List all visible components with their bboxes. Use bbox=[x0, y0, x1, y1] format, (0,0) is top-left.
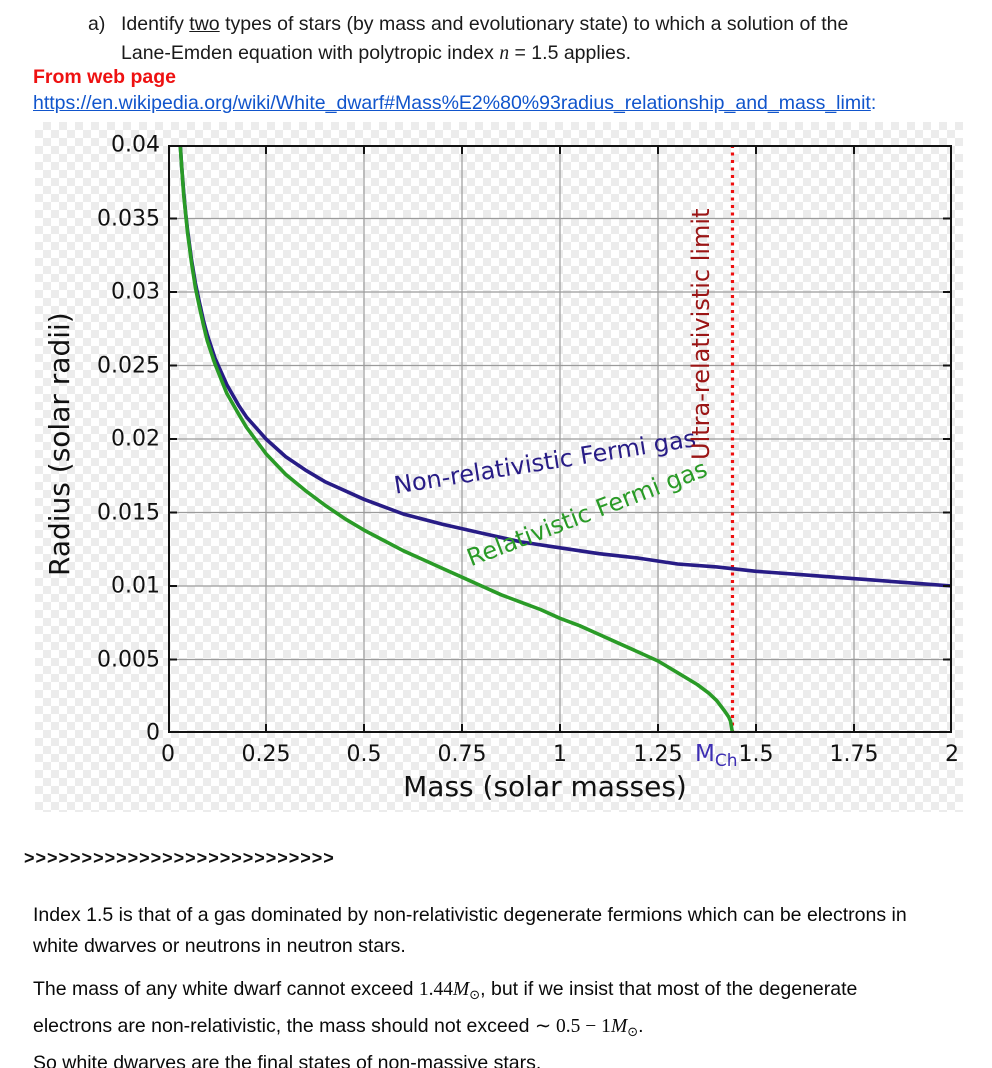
math-value: 1.44 bbox=[418, 979, 453, 1000]
mch-main: M bbox=[695, 741, 715, 767]
x-tick-label: 0.5 bbox=[346, 742, 382, 767]
y-tick-label: 0 bbox=[146, 720, 160, 746]
question-text-part: Identify bbox=[121, 13, 190, 35]
x-tick-label: 0 bbox=[161, 742, 175, 767]
polytropic-index-symbol: n bbox=[499, 43, 510, 64]
question-text-part: = 1.5 applies. bbox=[509, 42, 632, 64]
paragraph-text-part: , but if we insist that most of the dege… bbox=[480, 978, 858, 1000]
y-tick-label: 0.005 bbox=[97, 647, 160, 672]
solar-mass-symbol: M⊙ bbox=[453, 978, 481, 1003]
question-text: Identify two types of stars (by mass and… bbox=[121, 10, 848, 68]
x-tick-label: 1.75 bbox=[829, 742, 879, 767]
y-tick-label: 0.04 bbox=[111, 132, 160, 158]
paragraph-line: So white dwarves are the final states of… bbox=[33, 1052, 542, 1068]
x-tick-label: 2 bbox=[945, 742, 959, 767]
question-line-1: Identify two types of stars (by mass and… bbox=[121, 10, 848, 39]
paragraph-line: The mass of any white dwarf cannot excee… bbox=[33, 974, 857, 1011]
ultra-relativistic-limit-label: Ultra-relativistic limit bbox=[687, 208, 715, 460]
paragraph-line: white dwarves or neutrons in neutron sta… bbox=[33, 935, 406, 957]
x-tick-label: 0.75 bbox=[437, 742, 487, 767]
from-web-page-label: From web page bbox=[33, 66, 177, 88]
y-tick-label: 0.01 bbox=[111, 573, 160, 599]
mch-subscript: Ch bbox=[714, 751, 738, 771]
separator-arrows: >>>>>>>>>>>>>>>>>>>>>>>>>>> bbox=[24, 848, 335, 868]
chandrasekhar-mass-label: MCh bbox=[695, 741, 738, 771]
y-tick-label: 0.015 bbox=[97, 500, 160, 525]
plot-area bbox=[168, 145, 952, 733]
mass-radius-chart: 0 0.005 0.01 0.015 0.02 0.025 0.03 0.035 0.04 0 0… bbox=[35, 122, 963, 812]
mass-symbol: M bbox=[453, 979, 470, 1000]
question-text-part: Lane-Emden equation with polytropic inde… bbox=[121, 42, 500, 64]
wikipedia-link[interactable]: https://en.wikipedia.org/wiki/White_dwar… bbox=[33, 92, 871, 114]
x-tick-label: 1.5 bbox=[738, 742, 774, 767]
paragraph-line: electrons are non-relativistic, the mass… bbox=[33, 1011, 857, 1048]
solar-mass-symbol: M⊙ bbox=[610, 1015, 639, 1040]
paragraph-text-part: electrons are non-relativistic, the mass… bbox=[33, 1015, 535, 1037]
underlined-word-two: two bbox=[189, 13, 220, 35]
y-tick-label: 0.025 bbox=[97, 353, 160, 378]
link-line: https://en.wikipedia.org/wiki/White_dwar… bbox=[33, 92, 876, 115]
question-block: a) Identify two types of stars (by mass … bbox=[88, 10, 848, 68]
y-tick-label: 0.02 bbox=[111, 426, 160, 452]
x-axis-title: Mass (solar masses) bbox=[403, 770, 687, 803]
sun-symbol: ⊙ bbox=[627, 1025, 639, 1040]
link-colon: : bbox=[870, 92, 877, 114]
sun-symbol: ⊙ bbox=[469, 988, 481, 1003]
y-axis-title: Radius (solar radii) bbox=[43, 312, 76, 576]
math-value: ∼ 0.5 − 1 bbox=[534, 1016, 611, 1037]
question-line-2: Lane-Emden equation with polytropic inde… bbox=[121, 39, 848, 68]
mass-symbol: M bbox=[610, 1016, 628, 1037]
paragraph-mass-limit: The mass of any white dwarf cannot excee… bbox=[33, 974, 857, 1068]
paragraph-text-part: . bbox=[638, 1015, 644, 1037]
y-tick-label: 0.03 bbox=[111, 279, 160, 305]
x-tick-label: 0.25 bbox=[241, 742, 291, 767]
paragraph-text-part: The mass of any white dwarf cannot excee… bbox=[33, 978, 419, 1000]
y-tick-label: 0.035 bbox=[97, 206, 160, 231]
paragraph-line: Index 1.5 is that of a gas dominated by … bbox=[33, 904, 907, 926]
question-text-part: types of stars (by mass and evolutionary… bbox=[219, 13, 849, 35]
x-tick-label: 1.25 bbox=[633, 742, 683, 767]
paragraph-index-15: Index 1.5 is that of a gas dominated by … bbox=[33, 900, 907, 962]
question-item-label: a) bbox=[88, 13, 106, 35]
x-tick-label: 1 bbox=[553, 742, 567, 767]
